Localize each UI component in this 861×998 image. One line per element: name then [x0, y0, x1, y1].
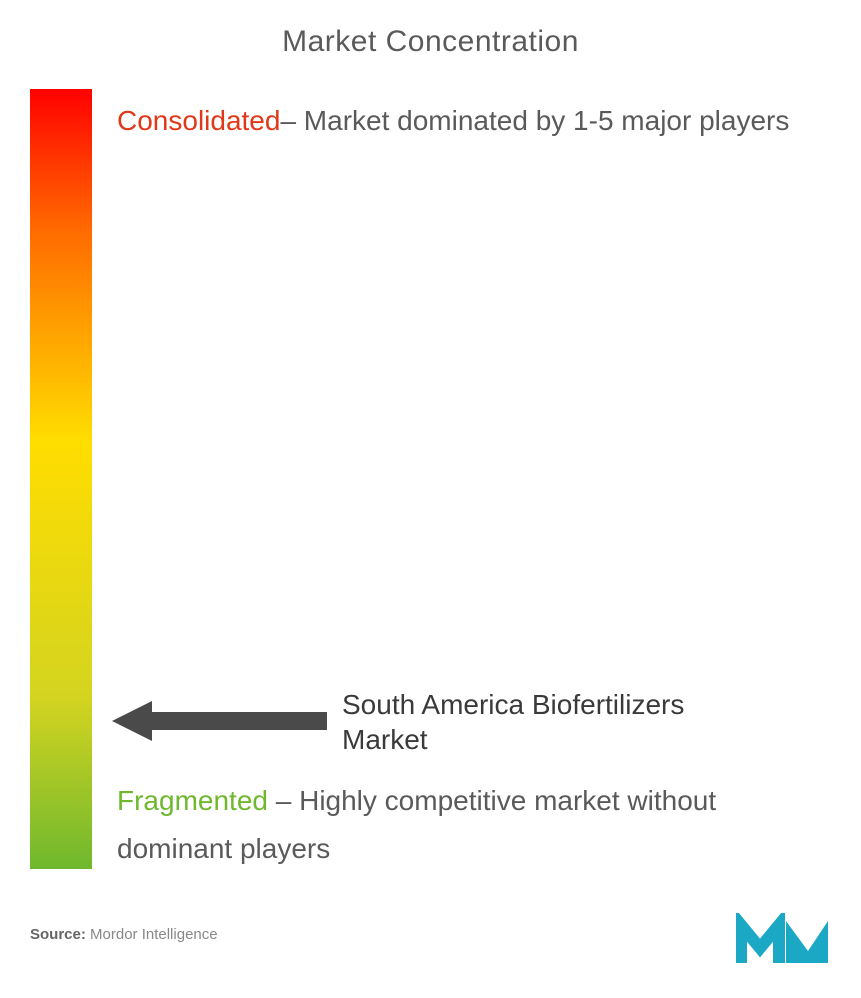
concentration-gradient-bar	[30, 89, 92, 869]
fragmented-description: Fragmented – Highly competitive market w…	[117, 777, 821, 872]
market-name-line2: Market	[342, 724, 428, 755]
main-area: Consolidated– Market dominated by 1-5 ma…	[30, 89, 831, 879]
pointer-arrow-icon	[112, 701, 327, 741]
mordor-logo	[736, 913, 831, 973]
source-text: Mordor Intelligence	[86, 926, 218, 943]
market-name-line1: South America Biofertilizers	[342, 689, 684, 720]
consolidated-text: – Market dominated by 1-5 major players	[280, 105, 789, 136]
fragmented-label: Fragmented	[117, 785, 268, 816]
source-attribution: Source: Mordor Intelligence	[30, 926, 218, 943]
consolidated-description: Consolidated– Market dominated by 1-5 ma…	[117, 99, 821, 144]
arrow-container	[112, 701, 327, 741]
chart-title: Market Concentration	[30, 25, 831, 59]
market-name: South America Biofertilizers Market	[342, 687, 684, 757]
consolidated-label: Consolidated	[117, 105, 280, 136]
text-area: Consolidated– Market dominated by 1-5 ma…	[92, 89, 831, 879]
source-label: Source:	[30, 926, 86, 943]
